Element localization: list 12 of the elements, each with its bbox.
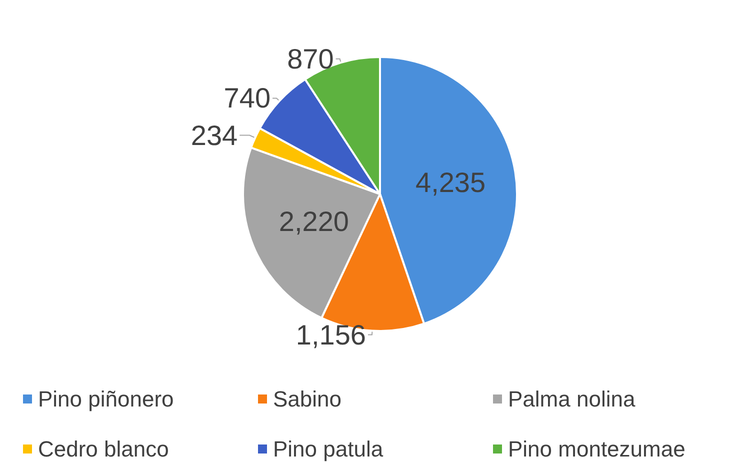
data-label: 234 [190, 120, 238, 151]
data-label: 1,156 [296, 319, 366, 350]
legend-label: Pino montezumae [508, 436, 686, 462]
legend-label: Pino patula [273, 436, 384, 462]
legend-label: Sabino [273, 386, 342, 412]
data-label: 870 [287, 43, 334, 74]
legend-label: Palma nolina [508, 386, 636, 412]
data-label: 4,235 [416, 166, 486, 198]
legend-label: Cedro blanco [38, 436, 169, 462]
data-label: 740 [224, 82, 271, 114]
legend-label: Pino piñonero [38, 386, 174, 412]
data-label: 2,220 [278, 206, 349, 237]
